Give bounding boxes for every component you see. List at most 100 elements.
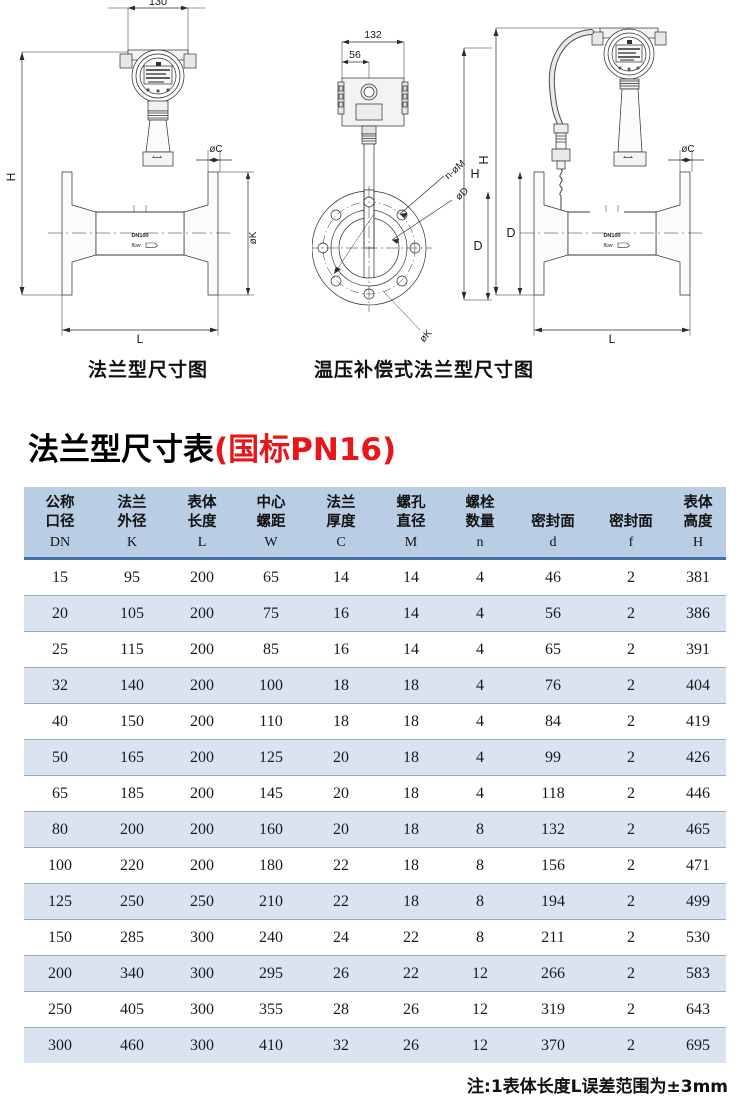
table-cell: 4 [446, 703, 514, 740]
column-header-d-symbol: d [549, 535, 557, 550]
column-header-l-symbol: L [197, 535, 207, 550]
table-cell: 410 [236, 1027, 306, 1063]
column-header-k-line1: 法兰 [117, 495, 147, 511]
table-cell: 100 [24, 847, 96, 884]
table-cell: 76 [514, 667, 592, 704]
table-cell: 8 [446, 811, 514, 848]
table-cell: 100 [236, 667, 306, 704]
table-cell: 20 [24, 595, 96, 632]
table-cell: 22 [376, 955, 446, 992]
column-header-dn-line1: 公称 [45, 495, 75, 511]
table-cell: 12 [446, 1027, 514, 1063]
table-cell: 499 [670, 883, 726, 920]
table-cell: 46 [514, 558, 592, 596]
table-cell: 180 [236, 847, 306, 884]
table-cell: 140 [96, 667, 168, 704]
table-cell: 16 [306, 631, 376, 668]
table-cell: 32 [24, 667, 96, 704]
table-row: 40 150 200 110 18 18 4 84 2 419 [24, 703, 726, 740]
flange-dimension-table: 公称 口径 DN 法兰 外径 K 表体 长度 L 中 [24, 487, 726, 1063]
column-header-d: 密封面 d [514, 487, 592, 560]
table-cell: 2 [592, 883, 670, 920]
column-header-h-line2: 高度 [683, 514, 713, 530]
column-header-h: 表体 高度 H [670, 487, 726, 560]
table-cell: 150 [24, 919, 96, 956]
table-row: 100 220 200 180 22 18 8 156 2 471 [24, 847, 726, 884]
table-cell: 8 [446, 847, 514, 884]
table-cell: 200 [168, 595, 236, 632]
dim-label-oc-tp: øC [681, 144, 694, 155]
table-cell: 391 [670, 631, 726, 668]
table-row: 80 200 200 160 20 18 8 132 2 465 [24, 811, 726, 848]
flow-marking: flow [132, 243, 141, 249]
column-header-k: 法兰 外径 K [96, 487, 168, 560]
table-cell: 250 [168, 883, 236, 920]
column-header-h-line1: 表体 [683, 495, 713, 511]
column-header-k-symbol: K [126, 535, 138, 550]
table-cell: 14 [376, 631, 446, 668]
table-row: 125 250 250 210 22 18 8 194 2 499 [24, 883, 726, 920]
table-cell: 56 [514, 595, 592, 632]
table-cell: 15 [24, 558, 96, 596]
column-header-w: 中心 螺距 W [236, 487, 306, 560]
table-cell: 2 [592, 595, 670, 632]
table-cell: 18 [376, 775, 446, 812]
table-cell: 2 [592, 919, 670, 956]
column-header-dn-symbol: DN [49, 535, 71, 550]
table-row: 150 285 300 240 24 22 8 211 2 530 [24, 919, 726, 956]
dim-label-h-face: H [470, 167, 479, 181]
table-cell: 2 [592, 775, 670, 812]
table-cell: 2 [592, 631, 670, 668]
table-cell: 99 [514, 739, 592, 776]
column-header-m-line2: 直径 [396, 514, 426, 530]
table-cell: 295 [236, 955, 306, 992]
table-cell: 200 [168, 847, 236, 884]
table-cell: 115 [96, 631, 168, 668]
table-cell: 4 [446, 775, 514, 812]
table-cell: 65 [236, 558, 306, 596]
dim-label-h: H [4, 173, 18, 182]
table-cell: 300 [168, 1027, 236, 1063]
table-cell: 18 [376, 811, 446, 848]
table-cell: 2 [592, 1027, 670, 1063]
column-header-c-line1: 法兰 [326, 495, 356, 511]
table-cell: 20 [306, 811, 376, 848]
table-cell: 2 [592, 955, 670, 992]
dim-label-d-tp: D [506, 226, 515, 240]
table-header: 公称 口径 DN 法兰 外径 K 表体 长度 L 中 [24, 487, 726, 560]
table-cell: 446 [670, 775, 726, 812]
table-cell: 14 [306, 558, 376, 596]
table-cell: 300 [168, 991, 236, 1028]
table-cell: 200 [168, 739, 236, 776]
table-cell: 22 [306, 883, 376, 920]
table-cell: 16 [306, 595, 376, 632]
figure-captions: 法兰型尺寸图 温压补偿式法兰型尺寸图 [0, 355, 750, 395]
table-cell: 200 [168, 703, 236, 740]
column-header-l-line2: 长度 [187, 514, 217, 530]
column-header-n-line1: 螺栓 [465, 495, 495, 511]
table-cell: 18 [376, 883, 446, 920]
table-cell: 583 [670, 955, 726, 992]
table-cell: 18 [376, 703, 446, 740]
table-cell: 65 [514, 631, 592, 668]
column-header-f-line2: 密封面 [609, 514, 653, 530]
temp-pressure-compensated-flange-drawing: H D L øC DN100 flow [478, 0, 750, 350]
table-cell: 200 [168, 811, 236, 848]
table-cell: 26 [376, 991, 446, 1028]
column-header-k-line2: 外径 [117, 514, 147, 530]
table-row: 20 105 200 75 16 14 4 56 2 386 [24, 595, 726, 632]
table-cell: 381 [670, 558, 726, 596]
table-cell: 110 [236, 703, 306, 740]
table-cell: 8 [446, 919, 514, 956]
table-body: 15 95 200 65 14 14 4 46 2 381 20 105 200 75 16 14 4 56 2 38… [24, 558, 726, 1063]
dim-label-h-tp: H [478, 155, 491, 164]
column-header-l-line1: 表体 [187, 495, 217, 511]
table-cell: 14 [376, 558, 446, 596]
table-cell: 118 [514, 775, 592, 812]
table-cell: 22 [376, 919, 446, 956]
table-cell: 300 [24, 1027, 96, 1063]
table-cell: 250 [24, 991, 96, 1028]
table-cell: 65 [24, 775, 96, 812]
table-cell: 2 [592, 703, 670, 740]
table-cell: 95 [96, 558, 168, 596]
